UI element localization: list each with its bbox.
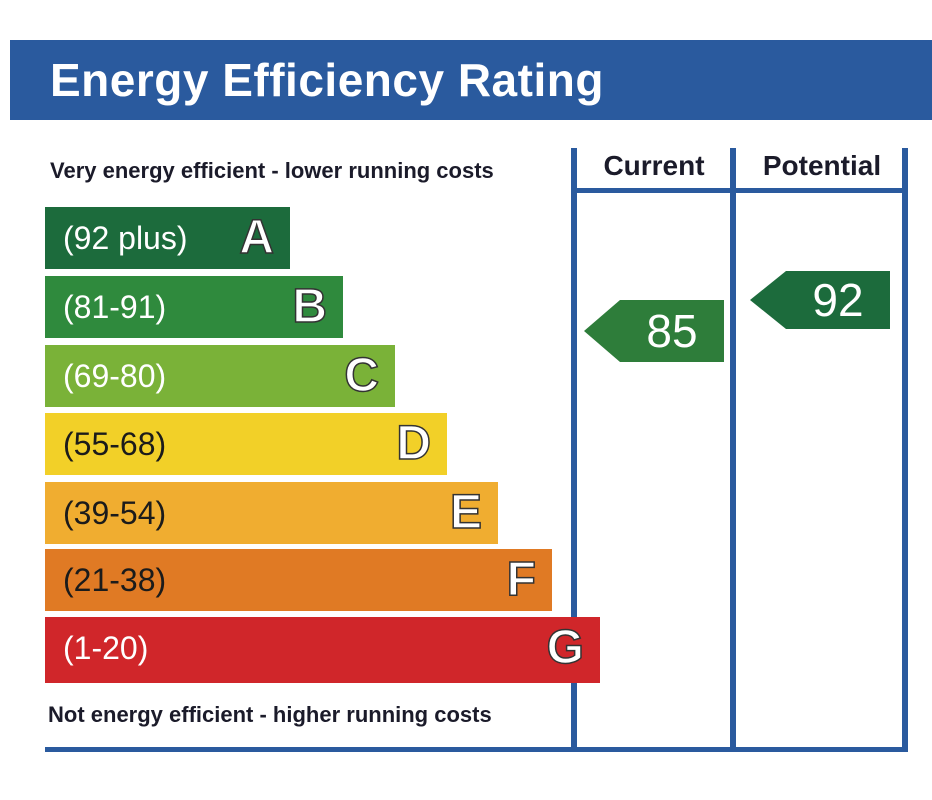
band-b-range: (81-91) bbox=[63, 289, 167, 325]
current-column-header: Current bbox=[603, 150, 705, 181]
top-caption: Very energy efficient - lower running co… bbox=[50, 158, 494, 183]
chart-title: Energy Efficiency Rating bbox=[50, 54, 604, 106]
band-e-range: (39-54) bbox=[63, 495, 167, 531]
band-a-range: (92 plus) bbox=[63, 220, 188, 256]
frame-line-left bbox=[571, 148, 577, 752]
band-g: (1-20) G bbox=[45, 617, 600, 683]
frame-line-right bbox=[902, 148, 908, 752]
bottom-caption: Not energy efficient - higher running co… bbox=[48, 702, 492, 727]
band-f-range: (21-38) bbox=[63, 562, 167, 598]
current-arrow-shape bbox=[584, 300, 724, 362]
band-c-letter: C bbox=[344, 348, 380, 403]
frame-header-divider bbox=[571, 188, 908, 193]
band-c-range: (69-80) bbox=[63, 358, 167, 394]
frame-bottom-line bbox=[45, 747, 908, 752]
current-rating-arrow: 85 bbox=[584, 300, 724, 362]
band-b: (81-91) B bbox=[45, 276, 343, 338]
band-d-letter: D bbox=[396, 416, 432, 471]
potential-rating-arrow: 92 bbox=[750, 271, 890, 329]
potential-arrow-shape bbox=[750, 271, 890, 329]
band-g-range: (1-20) bbox=[63, 630, 149, 666]
potential-rating-value: 92 bbox=[812, 274, 864, 326]
potential-column-header: Potential bbox=[762, 150, 882, 181]
band-f-letter: F bbox=[506, 552, 537, 607]
chart-header: Energy Efficiency Rating bbox=[10, 40, 932, 120]
band-b-letter: B bbox=[292, 279, 328, 334]
current-rating-value: 85 bbox=[646, 305, 698, 357]
band-e: (39-54) E bbox=[45, 482, 498, 544]
frame-line-middle bbox=[730, 148, 736, 752]
band-d: (55-68) D bbox=[45, 413, 447, 475]
band-a-letter: A bbox=[239, 210, 275, 265]
band-c: (69-80) C bbox=[45, 345, 395, 407]
band-d-range: (55-68) bbox=[63, 426, 167, 462]
band-e-letter: E bbox=[449, 485, 483, 540]
band-a: (92 plus) A bbox=[45, 207, 290, 269]
band-f: (21-38) F bbox=[45, 549, 552, 611]
band-g-letter: G bbox=[546, 620, 585, 675]
